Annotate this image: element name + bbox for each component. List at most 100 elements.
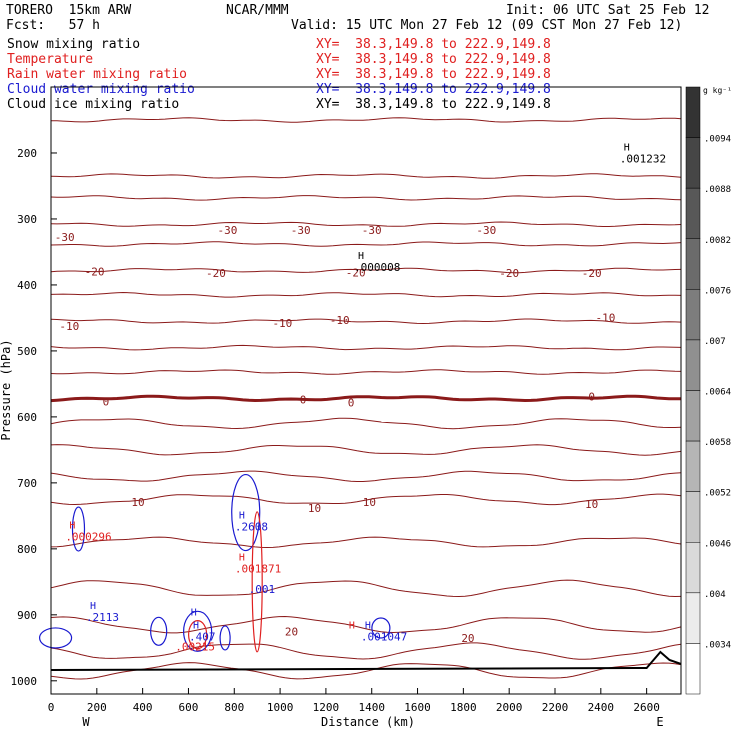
colorbar-swatch [685,339,701,391]
field-xy-temperature: XY= 38.3,149.8 to 222.9,149.8 [316,52,551,67]
extremum-mark: H [69,520,75,531]
contour-label: 20 [285,625,298,638]
isotherm-line [50,291,682,298]
colorbar-swatch [685,440,701,492]
y-tick-label: 400 [17,279,37,292]
contour-label: -10 [59,320,79,333]
contour-label: -10 [272,317,292,330]
contour-label: -20 [85,266,105,279]
contour-label: -10 [330,314,350,327]
colorbar-swatch [685,542,701,594]
isotherm-line [50,117,682,123]
isotherm-line [50,662,682,680]
mixing-ratio-contour [371,617,391,639]
x-tick-label: 1000 [267,701,294,714]
model-title: TORERO 15km ARW [6,3,132,18]
contour-label: 10 [131,496,144,509]
contour-label: -20 [206,267,226,280]
extremum-value: .407 [189,631,216,644]
isotherm-line [50,642,682,660]
colorbar-label: .0058 [704,438,731,448]
x-tick-label: 2000 [496,701,523,714]
extremum-mark: H [624,142,630,153]
colorbar-label: .0052 [704,489,731,499]
isotherm-line [50,394,682,403]
colorbar-swatch [685,86,701,138]
colorbar-swatch [685,137,701,189]
field-label-cloud-ice: Cloud ice mixing ratio [7,97,180,112]
isotherm-line [50,579,682,598]
field-label-cloud-water: Cloud water mixing ratio [7,82,195,97]
colorbar-label: .0088 [704,185,731,195]
isotherm-line [50,267,682,274]
extremum-mark: H [365,621,371,632]
contour-label: -30 [55,231,75,244]
colorbar-swatch [685,238,701,290]
contour-label: -30 [476,224,496,237]
y-tick-label: 900 [17,609,37,622]
isotherm-line [50,470,682,482]
x-tick-label: 1800 [450,701,477,714]
x-tick-label: 1400 [358,701,385,714]
extremum-value: .001 [249,583,276,596]
colorbar-label: .007 [704,337,726,347]
y-tick-label: 700 [17,477,37,490]
contour-label: -20 [499,267,519,280]
colorbar-label: .0064 [704,388,731,398]
colorbar-swatch [685,187,701,240]
colorbar-swatch [685,289,701,341]
contour-label: -30 [291,224,311,237]
isotherm-line [50,344,682,351]
mixing-ratio-contour [251,511,263,653]
isotherm-line [50,221,682,227]
isotherm-line [50,241,682,247]
isotherm-line [50,318,682,325]
isotherm-line [50,493,682,506]
contour-label: 0 [348,396,355,409]
contour-label: 0 [103,396,110,409]
y-tick-label: 1000 [11,675,38,688]
contour-label: -10 [595,311,615,324]
fcst-label: Fcst: 57 h [6,18,100,33]
contour-label: 0 [300,394,307,407]
extremum-value: .000296 [65,530,111,543]
colorbar-swatch [685,643,701,695]
isotherm-line [50,195,682,201]
colorbar-swatch [685,592,701,644]
extremum-value: .001871 [235,563,281,576]
x-tick-label: 1600 [404,701,431,714]
x-tick-label: 2400 [588,701,615,714]
mixing-ratio-contour [71,506,86,552]
extremum-mark: H [193,621,199,632]
colorbar-units: g kg⁻¹ [703,86,732,95]
extremum-value: .2608 [235,520,268,533]
field-label-snow: Snow mixing ratio [7,37,141,52]
isotherm-line [50,417,682,430]
colorbar-label: .0034 [704,640,731,650]
isotherm-line [50,444,682,456]
mixing-ratio-contour [188,620,208,650]
x-tick-label: 0 [48,701,55,714]
extremum-mark: H [358,251,364,262]
field-label-temperature: Temperature [7,52,94,67]
isotherm-line [50,536,682,549]
contour-label: 20 [461,632,474,645]
org-label: NCAR/MMM [226,3,289,18]
contour-label: -20 [582,267,602,280]
colorbar-label: .0046 [704,539,731,549]
x-tick-label: 2200 [542,701,569,714]
extremum-mark: H [90,601,96,612]
colorbar-label: .004 [704,590,726,600]
field-xy-cloud-ice: XY= 38.3,149.8 to 222.9,149.8 [316,97,551,112]
x-end-label-east: E [656,715,663,729]
y-tick-label: 300 [17,213,37,226]
plot-frame [50,86,682,695]
colorbar-swatch [685,491,701,543]
terrain-line [50,650,682,671]
isotherm-line [50,615,682,634]
extremum-mark: H [239,510,245,521]
x-tick-label: 2600 [633,701,660,714]
contour-label: -30 [217,224,237,237]
y-axis-title: Pressure (hPa) [0,339,13,440]
